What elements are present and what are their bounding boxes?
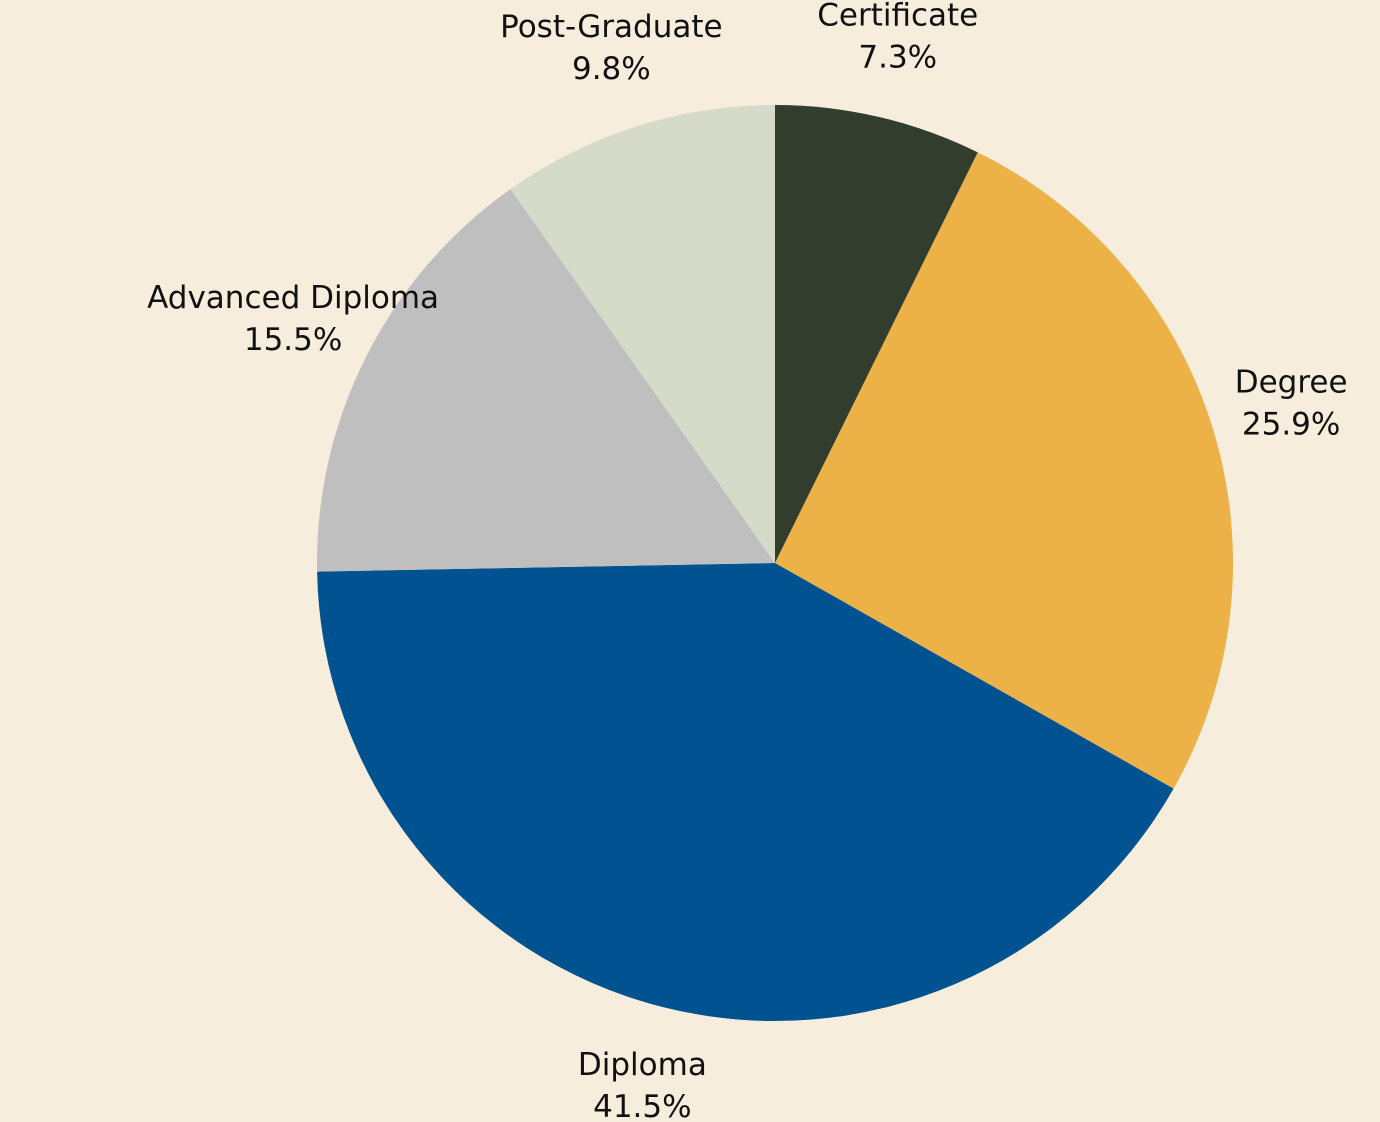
slice-label: Diploma bbox=[578, 1047, 707, 1083]
slice-value-label: 15.5% bbox=[244, 322, 342, 358]
pie-slice bbox=[317, 189, 775, 572]
slice-value-label: 41.5% bbox=[593, 1089, 691, 1122]
pie-slice bbox=[317, 563, 1174, 1022]
slice-label: Certificate bbox=[817, 0, 978, 34]
slice-label: Advanced Diploma bbox=[147, 280, 439, 316]
slice-value-label: 9.8% bbox=[572, 51, 651, 87]
slice-label: Degree bbox=[1235, 365, 1348, 401]
slice-value-label: 7.3% bbox=[858, 40, 937, 76]
slice-value-label: 25.9% bbox=[1242, 407, 1340, 443]
pie-slice bbox=[775, 152, 1233, 789]
pie-slice bbox=[775, 105, 978, 563]
pie-slice bbox=[510, 105, 775, 563]
slice-label: Post-Graduate bbox=[500, 9, 723, 45]
